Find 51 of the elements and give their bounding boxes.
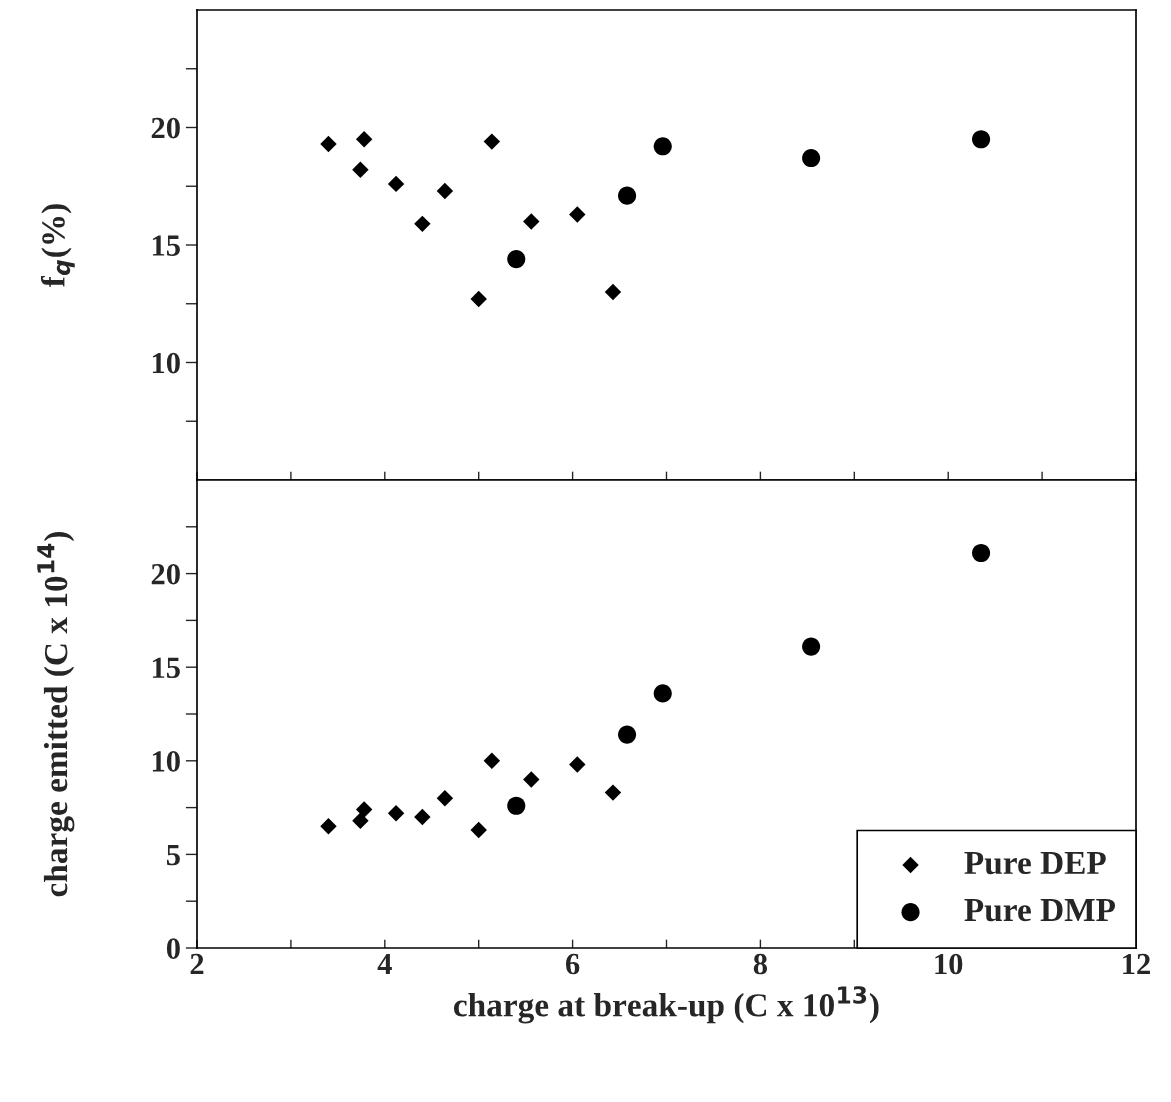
y-tick-label: 10 (152, 751, 180, 772)
point (802, 149, 821, 168)
point (352, 161, 369, 179)
y-tick-label: 20 (151, 117, 180, 139)
point (569, 756, 586, 773)
point (414, 215, 431, 233)
point (523, 771, 540, 788)
x-tick-label: 6 (566, 953, 580, 975)
point (507, 250, 526, 269)
point (320, 135, 337, 153)
y-axis-title: charge emitted (C x 10$^{14}$) (37, 532, 75, 897)
x-tick-label: 2 (190, 953, 204, 975)
point (604, 283, 622, 301)
x-tick-label: 12 (1123, 953, 1150, 975)
point (802, 637, 821, 656)
point (355, 131, 373, 148)
point (483, 133, 501, 150)
point (470, 290, 487, 308)
point (523, 213, 540, 230)
x-tick-label: 8 (753, 953, 768, 975)
x-tick-label: 4 (377, 953, 392, 975)
y-axis-title: f$_{q}$(%) (40, 204, 75, 288)
y-tick-label: 5 (166, 844, 180, 866)
y-tick-label: 0 (166, 938, 180, 959)
point (320, 818, 337, 835)
point (355, 801, 373, 818)
legend-label: Pure DEP (964, 851, 1106, 875)
y-tick-label: 15 (152, 657, 180, 679)
point (352, 812, 369, 829)
point (604, 784, 622, 801)
y-tick-label: 10 (152, 352, 180, 374)
point (618, 725, 637, 744)
point (470, 821, 487, 839)
point (387, 175, 405, 193)
y-tick-label: 15 (152, 235, 180, 256)
point (972, 130, 991, 149)
point (436, 182, 454, 200)
point (436, 790, 454, 807)
point (972, 543, 991, 563)
x-tick-label: 10 (935, 953, 963, 975)
x-axis-title: charge at break-up (C x 10$^{13}$) (453, 986, 879, 1024)
point (507, 796, 526, 815)
legend-label: Pure DMP (964, 899, 1116, 922)
y-tick-label: 20 (151, 563, 180, 585)
point (653, 684, 672, 703)
point (618, 186, 637, 205)
point (483, 752, 501, 770)
point (653, 137, 672, 156)
point (569, 206, 586, 223)
point (414, 808, 431, 826)
point (387, 805, 405, 822)
